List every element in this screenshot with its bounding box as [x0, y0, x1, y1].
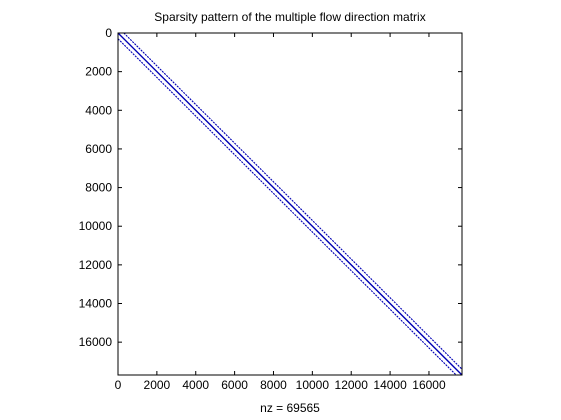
x-tick-label: 0 [115, 378, 122, 392]
x-axis-label: nz = 69565 [260, 401, 320, 415]
x-tick-label: 8000 [260, 378, 287, 392]
y-tick-label: 0 [105, 26, 112, 40]
chart-title: Sparsity pattern of the multiple flow di… [154, 10, 425, 24]
x-tick-label: 6000 [221, 378, 248, 392]
y-tick-label: 10000 [79, 219, 113, 233]
y-tick-label: 14000 [79, 297, 113, 311]
x-tick-label: 4000 [182, 378, 209, 392]
y-tick-label: 4000 [85, 103, 112, 117]
y-tick-label: 6000 [85, 142, 112, 156]
y-tick-label: 8000 [85, 181, 112, 195]
x-tick-label: 14000 [373, 378, 407, 392]
y-tick-label: 2000 [85, 65, 112, 79]
x-tick-label: 16000 [412, 378, 446, 392]
x-tick-label: 12000 [335, 378, 369, 392]
x-tick-label: 2000 [144, 378, 171, 392]
y-tick-label: 12000 [79, 258, 113, 272]
x-tick-label: 10000 [296, 378, 330, 392]
y-tick-label: 16000 [79, 335, 113, 349]
